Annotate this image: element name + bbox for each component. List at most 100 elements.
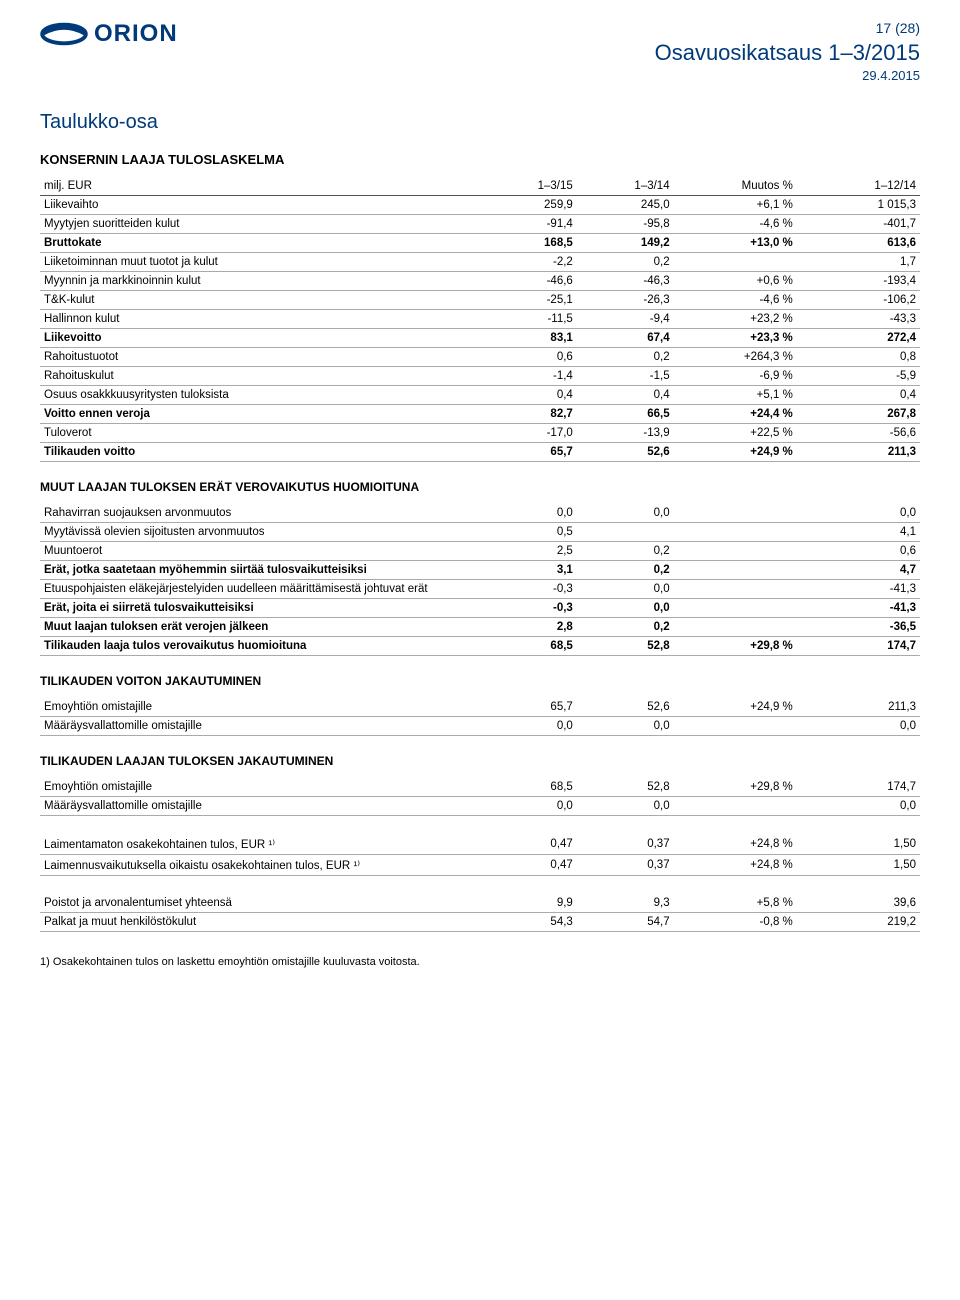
table-row: Liiketoiminnan muut tuotot ja kulut-2,20…	[40, 253, 920, 272]
table-row: Poistot ja arvonalentumiset yhteensä9,99…	[40, 894, 920, 913]
row-label: T&K-kulut	[40, 291, 480, 310]
cell-value: 211,3	[797, 698, 920, 717]
cell-value: -25,1	[480, 291, 577, 310]
row-label: Tuloverot	[40, 424, 480, 443]
cell-value: -91,4	[480, 215, 577, 234]
cell-value: 0,0	[577, 797, 674, 816]
cell-value: -1,5	[577, 367, 674, 386]
cell-value: 1,7	[797, 253, 920, 272]
cell-value: 0,6	[480, 348, 577, 367]
cell-value: 65,7	[480, 698, 577, 717]
table-row: Tilikauden laaja tulos verovaikutus huom…	[40, 637, 920, 656]
cell-value: +23,2 %	[674, 310, 797, 329]
table-row: Rahoituskulut-1,4-1,5-6,9 %-5,9	[40, 367, 920, 386]
table-row: Palkat ja muut henkilöstökulut54,354,7-0…	[40, 913, 920, 932]
cell-value: -5,9	[797, 367, 920, 386]
cell-value	[674, 580, 797, 599]
cell-value: 0,37	[577, 834, 674, 855]
cell-value: -95,8	[577, 215, 674, 234]
cell-value: 0,6	[797, 542, 920, 561]
table-row: Etuuspohjaisten eläkejärjestelyiden uude…	[40, 580, 920, 599]
row-label: Poistot ja arvonalentumiset yhteensä	[40, 894, 480, 913]
cell-value: 2,8	[480, 618, 577, 637]
cell-value	[674, 253, 797, 272]
table-row: Erät, joita ei siirretä tulosvaikutteisi…	[40, 599, 920, 618]
cell-value: +6,1 %	[674, 196, 797, 215]
cell-value: 2,5	[480, 542, 577, 561]
cell-value: 0,2	[577, 618, 674, 637]
cell-value: 9,3	[577, 894, 674, 913]
row-label: Laimennusvaikutuksella oikaistu osakekoh…	[40, 855, 480, 876]
cell-value: 82,7	[480, 405, 577, 424]
cell-value: 211,3	[797, 443, 920, 462]
cell-value: 4,1	[797, 523, 920, 542]
eps-table: Laimentamaton osakekohtainen tulos, EUR …	[40, 834, 920, 876]
table-row: Muuntoerot2,50,20,6	[40, 542, 920, 561]
footnote: 1) Osakekohtainen tulos on laskettu emoy…	[40, 956, 920, 968]
table-row: Myynnin ja markkinoinnin kulut-46,6-46,3…	[40, 272, 920, 291]
cell-value: 0,4	[797, 386, 920, 405]
cell-value: 0,0	[577, 717, 674, 736]
cell-value: 52,6	[577, 698, 674, 717]
table-row: Myytyjen suoritteiden kulut-91,4-95,8-4,…	[40, 215, 920, 234]
cell-value: 0,0	[577, 580, 674, 599]
table-row: Rahavirran suojauksen arvonmuutos0,00,00…	[40, 504, 920, 523]
table-row: Erät, jotka saatetaan myöhemmin siirtää …	[40, 561, 920, 580]
header-right: 17 (28) Osavuosikatsaus 1–3/2015 29.4.20…	[655, 20, 920, 83]
cell-value: -4,6 %	[674, 291, 797, 310]
sub1-title: MUUT LAAJAN TULOKSEN ERÄT VEROVAIKUTUS H…	[40, 480, 920, 494]
row-label: Hallinnon kulut	[40, 310, 480, 329]
section-title: Taulukko-osa	[40, 111, 920, 134]
cell-value: 68,5	[480, 778, 577, 797]
cell-value: 0,47	[480, 834, 577, 855]
cell-value: 54,7	[577, 913, 674, 932]
row-label: Osuus osakkkuusyritysten tuloksista	[40, 386, 480, 405]
cell-value: 9,9	[480, 894, 577, 913]
cell-value	[674, 561, 797, 580]
row-label: Liikevaihto	[40, 196, 480, 215]
table-row: Määräysvallattomille omistajille0,00,00,…	[40, 797, 920, 816]
cell-value: 1,50	[797, 855, 920, 876]
cell-value: 0,0	[797, 504, 920, 523]
cell-value: 83,1	[480, 329, 577, 348]
cell-value: -0,3	[480, 599, 577, 618]
col-header: 1–12/14	[797, 177, 920, 196]
cell-value: +13,0 %	[674, 234, 797, 253]
cell-value: 174,7	[797, 778, 920, 797]
cell-value: 66,5	[577, 405, 674, 424]
row-label: Tilikauden voitto	[40, 443, 480, 462]
row-label: Määräysvallattomille omistajille	[40, 717, 480, 736]
cell-value: 0,5	[480, 523, 577, 542]
orion-swoosh-icon	[40, 20, 88, 48]
row-label: Myytyjen suoritteiden kulut	[40, 215, 480, 234]
cell-value: 0,4	[480, 386, 577, 405]
row-label: Etuuspohjaisten eläkejärjestelyiden uude…	[40, 580, 480, 599]
cell-value: 67,4	[577, 329, 674, 348]
table-row: Voitto ennen veroja82,766,5+24,4 %267,8	[40, 405, 920, 424]
table-row: Määräysvallattomille omistajille0,00,00,…	[40, 717, 920, 736]
cell-value: 0,37	[577, 855, 674, 876]
cell-value: +24,8 %	[674, 855, 797, 876]
table-row: Hallinnon kulut-11,5-9,4+23,2 %-43,3	[40, 310, 920, 329]
cell-value: 174,7	[797, 637, 920, 656]
cell-value: 168,5	[480, 234, 577, 253]
cell-value: 68,5	[480, 637, 577, 656]
cell-value: +29,8 %	[674, 778, 797, 797]
row-label: Erät, jotka saatetaan myöhemmin siirtää …	[40, 561, 480, 580]
cell-value: 0,0	[480, 717, 577, 736]
row-label: Voitto ennen veroja	[40, 405, 480, 424]
cell-value: -17,0	[480, 424, 577, 443]
cell-value: -1,4	[480, 367, 577, 386]
report-title: Osavuosikatsaus 1–3/2015	[655, 40, 920, 66]
cell-value: 0,0	[577, 599, 674, 618]
table-row: Liikevaihto259,9245,0+6,1 %1 015,3	[40, 196, 920, 215]
cell-value: -106,2	[797, 291, 920, 310]
logo: ORION	[40, 20, 178, 48]
col-header: 1–3/15	[480, 177, 577, 196]
cell-value: 0,0	[797, 717, 920, 736]
cell-value: 52,8	[577, 637, 674, 656]
row-label: Muut laajan tuloksen erät verojen jälkee…	[40, 618, 480, 637]
table-title: KONSERNIN LAAJA TULOSLASKELMA	[40, 152, 920, 167]
cell-value: +0,6 %	[674, 272, 797, 291]
cell-value: 1 015,3	[797, 196, 920, 215]
